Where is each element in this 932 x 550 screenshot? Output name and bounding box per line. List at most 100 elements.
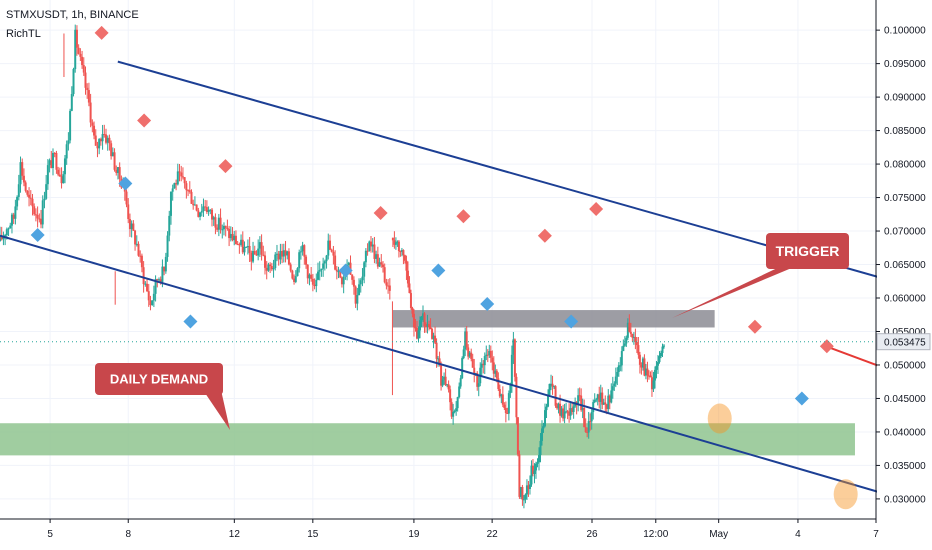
candle: [55, 150, 58, 174]
candle-body: [536, 462, 539, 464]
candle: [417, 326, 420, 343]
candle-body: [352, 279, 355, 287]
candle: [528, 475, 531, 495]
legend-timeframe[interactable]: 1h: [71, 9, 84, 21]
candle: [243, 241, 246, 256]
candle-body: [188, 190, 191, 192]
candle: [322, 257, 325, 277]
candle: [415, 320, 418, 340]
candle: [10, 212, 13, 234]
candle: [221, 224, 224, 239]
candle-body: [166, 235, 169, 257]
candle: [444, 368, 447, 387]
candle: [125, 189, 128, 208]
candle: [185, 180, 188, 199]
candle: [222, 222, 225, 236]
legend-indicator[interactable]: RichTL: [6, 28, 41, 40]
legend-exchange[interactable]: BINANCE: [89, 9, 139, 21]
candle-body: [547, 395, 550, 407]
candle: [406, 261, 409, 288]
y-tick-label: 0.045000: [884, 394, 926, 405]
candle: [375, 250, 378, 264]
candle-body: [418, 320, 421, 331]
candle-body: [279, 250, 282, 260]
y-tick-label: 0.065000: [884, 260, 926, 271]
candle-body: [9, 225, 12, 229]
candle-body: [209, 209, 212, 211]
candle: [158, 277, 161, 282]
candle: [31, 193, 34, 216]
candle: [378, 257, 381, 268]
candle-body: [381, 264, 384, 268]
candle: [43, 191, 46, 209]
top-marker: [218, 159, 233, 174]
candle-body: [623, 343, 626, 346]
candle-body: [425, 325, 428, 327]
candle: [12, 212, 15, 224]
candle-body: [614, 376, 617, 384]
candle: [542, 422, 545, 433]
candle: [414, 318, 417, 332]
x-tick-label: 19: [408, 529, 420, 540]
candle-body: [17, 184, 20, 197]
candle-body: [180, 172, 183, 177]
candle-body: [494, 370, 497, 374]
candle-body: [596, 394, 599, 400]
candle-body: [539, 440, 542, 456]
candle: [380, 254, 383, 268]
candle: [139, 250, 142, 263]
legend-symbol[interactable]: STMXUSDT: [6, 9, 66, 21]
candle: [598, 386, 601, 409]
candle: [425, 322, 428, 333]
candle-body: [584, 427, 587, 432]
candle: [403, 254, 406, 264]
candle: [485, 345, 488, 361]
candle-body: [57, 169, 60, 175]
candle-body: [22, 175, 25, 183]
candle-body: [656, 362, 659, 366]
candle: [429, 318, 432, 330]
candle: [293, 274, 296, 285]
candle: [199, 212, 202, 221]
candle: [622, 339, 625, 352]
candle-body: [82, 65, 85, 73]
candle: [611, 376, 614, 399]
candle: [127, 198, 130, 224]
candle-body: [631, 333, 634, 338]
candle-body: [522, 499, 525, 501]
candle: [99, 137, 102, 146]
candle-body: [542, 426, 545, 429]
candle-body: [423, 313, 426, 326]
candle-body: [334, 255, 337, 270]
candle-body: [409, 293, 412, 308]
candle-body: [607, 395, 610, 409]
candle: [74, 24, 77, 73]
candle-body: [267, 264, 270, 271]
candle: [640, 362, 643, 375]
highlight-circle: [707, 403, 732, 434]
candle: [211, 208, 214, 227]
candle-body: [387, 285, 390, 287]
candle: [431, 327, 434, 340]
candle-body: [303, 245, 306, 257]
candle: [135, 235, 138, 247]
candle: [468, 351, 471, 359]
candle: [604, 395, 607, 413]
last-price-box: [876, 333, 931, 351]
candle: [593, 393, 596, 404]
candle-body: [41, 200, 44, 225]
candle: [298, 249, 301, 273]
candle: [272, 259, 275, 278]
candle-body: [497, 378, 500, 390]
candle-body: [175, 183, 178, 185]
candle-body: [568, 411, 571, 416]
bottom-marker: [431, 263, 446, 278]
y-tick-label: 0.075000: [884, 193, 926, 204]
candle-body: [118, 167, 121, 179]
candle: [440, 361, 443, 391]
candle: [541, 420, 544, 446]
candle-body: [572, 406, 575, 412]
candle: [467, 344, 470, 360]
candle: [187, 189, 190, 197]
